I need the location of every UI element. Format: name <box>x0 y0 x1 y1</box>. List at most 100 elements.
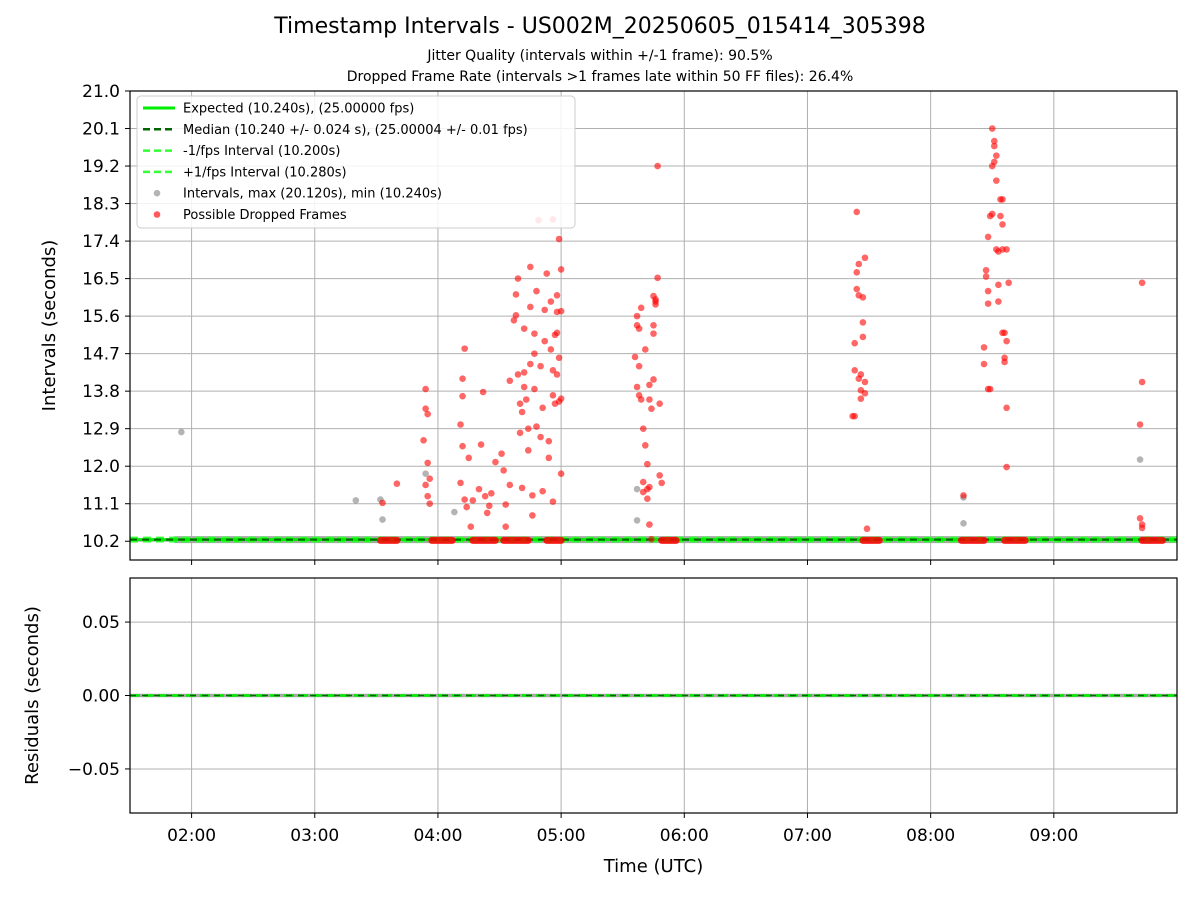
bottom-xtick-label-3: 05:00 <box>537 826 586 846</box>
dropped-point-178 <box>1003 337 1010 345</box>
dropped-point-33 <box>502 523 509 530</box>
dropped-point-124 <box>658 479 666 487</box>
dropped-point-46 <box>520 369 528 376</box>
dropped-point-58 <box>531 330 538 337</box>
dropped-point-79 <box>553 329 561 337</box>
dropped-point-47 <box>520 383 528 391</box>
top-ytick-label-7: 16.5 <box>82 270 120 290</box>
top-ytick-label-2: 12.0 <box>82 457 120 477</box>
dropped-point-115 <box>650 321 657 329</box>
dropped-point-151 <box>984 233 992 241</box>
dropped-point-161 <box>990 142 998 150</box>
bottom-panel-plot-area <box>130 578 1177 813</box>
dropped-point-5 <box>420 437 427 444</box>
top-ytick-label-9: 18.3 <box>82 195 120 215</box>
dropped-point-28 <box>488 489 495 497</box>
bottom-xtick-label-4: 06:00 <box>660 826 709 846</box>
dropped-point-72 <box>547 298 555 305</box>
dropped-point-76 <box>549 498 557 505</box>
dropped-point-40 <box>514 371 522 378</box>
dropped-point-183 <box>1138 378 1146 386</box>
bottom-xtick-label-6: 08:00 <box>906 826 955 846</box>
legend-label-3: +1/fps Interval (10.280s) <box>183 165 347 180</box>
dropped-point-19 <box>465 454 473 462</box>
dropped-point-60 <box>533 287 540 295</box>
bottom-xlabel: Time (UTC) <box>603 856 704 877</box>
top-ytick-label-4: 13.8 <box>82 382 120 402</box>
dropped-point-41 <box>516 400 524 407</box>
dropped-point-97 <box>637 396 645 403</box>
dropped-point-143 <box>861 254 869 262</box>
dropped-point-128 <box>851 412 858 420</box>
interval-point-0 <box>178 428 185 436</box>
dropped-point-180 <box>1003 463 1010 471</box>
dropped-point-142 <box>861 389 869 397</box>
dropped-point-34 <box>506 481 514 489</box>
dropped-point-4 <box>424 410 431 418</box>
dropped-point-27 <box>485 502 493 510</box>
dropped-point-182 <box>1138 279 1146 287</box>
dropped-point-1 <box>393 480 401 488</box>
dropped-point-132 <box>855 260 863 268</box>
interval-point-1 <box>352 497 360 504</box>
legend-label-2: -1/fps Interval (10.200s) <box>183 144 340 159</box>
dropped-point-160 <box>990 137 998 145</box>
dropped-point-93 <box>633 383 641 391</box>
dropped-point-136 <box>857 395 865 402</box>
dropped-point-54 <box>529 492 536 499</box>
top-ytick-label-0: 10.2 <box>82 532 120 552</box>
dropped-point-86 <box>557 307 565 315</box>
dropped-point-154 <box>986 385 994 393</box>
dropped-point-103 <box>641 346 649 353</box>
dropped-point-127 <box>851 367 858 374</box>
dropped-point-2 <box>422 385 429 393</box>
dropped-point-121 <box>654 162 661 170</box>
dropped-point-106 <box>644 495 651 503</box>
dropped-point-118 <box>652 296 659 303</box>
dropped-point-119 <box>652 301 659 308</box>
dropped-point-56 <box>531 385 538 393</box>
dropped-point-57 <box>531 350 538 357</box>
dropped-point-152 <box>984 287 992 295</box>
dropped-point-29 <box>492 458 499 466</box>
dropped-point-138 <box>859 333 867 341</box>
legend-label-0: Expected (10.240s), (25.00000 fps) <box>183 102 414 117</box>
dropped-point-107 <box>646 483 653 491</box>
dropped-point-102 <box>641 442 649 449</box>
dropped-point-184 <box>1136 421 1144 428</box>
dropped-point-0 <box>379 499 386 507</box>
dropped-point-131 <box>853 208 861 216</box>
dropped-point-126 <box>851 339 858 347</box>
dropped-point-9 <box>424 492 431 500</box>
interval-point-6 <box>633 485 641 493</box>
top-panel-plot-area <box>130 91 1177 560</box>
dropped-point-109 <box>646 381 653 389</box>
dropped-point-13 <box>459 392 466 400</box>
dropped-point-49 <box>524 447 532 454</box>
dropped-point-38 <box>512 291 520 298</box>
dropped-point-111 <box>648 405 655 412</box>
dropped-point-17 <box>461 496 468 503</box>
dropped-point-84 <box>555 235 563 243</box>
dropped-point-135 <box>857 371 865 378</box>
dropped-point-120 <box>654 274 661 282</box>
dropped-point-69 <box>545 454 553 462</box>
dropped-point-55 <box>529 512 536 519</box>
dropped-point-176 <box>1001 358 1008 366</box>
bottom-ytick-label-2: −0.05 <box>68 760 120 780</box>
dropped-point-162 <box>993 177 1000 184</box>
top-ytick-label-5: 14.7 <box>82 345 120 365</box>
chart-title: Timestamp Intervals - US002M_20250605_01… <box>274 14 926 39</box>
legend: Expected (10.240s), (25.00000 fps) Median… <box>136 95 576 229</box>
dropped-point-82 <box>553 371 561 378</box>
dropped-point-62 <box>537 362 544 370</box>
dropped-point-166 <box>995 281 1002 289</box>
interval-point-4 <box>422 470 429 478</box>
dropped-point-173 <box>999 221 1006 228</box>
dropped-point-91 <box>633 312 641 320</box>
dropped-point-94 <box>635 362 643 370</box>
dropped-point-22 <box>475 485 483 493</box>
dropped-point-21 <box>469 497 477 504</box>
dropped-point-156 <box>988 210 996 218</box>
dropped-point-113 <box>650 376 657 383</box>
